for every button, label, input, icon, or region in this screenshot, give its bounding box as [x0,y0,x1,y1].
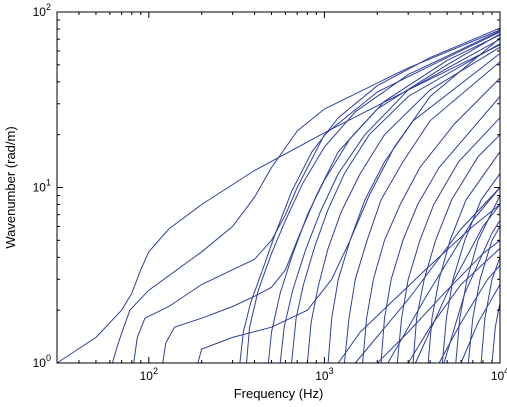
dispersion-curve-28 [460,284,501,364]
y-tick-label: 101 [33,178,51,195]
dispersion-curves [56,27,501,364]
dispersion-curve-2 [111,29,501,364]
dispersion-curve-15 [380,96,501,364]
dispersion-curve-8 [267,34,501,364]
dispersion-curve-7 [246,30,501,364]
dispersion-curve-6 [239,27,501,364]
y-tick-label: 100 [33,353,51,370]
dispersion-curve-22 [480,257,501,364]
dispersion-curve-30 [387,187,501,364]
x-tick-label: 104 [491,366,507,383]
dispersion-curve-24 [337,204,501,364]
dispersion-curve-16 [396,117,501,364]
dispersion-curve-9 [279,38,501,364]
dispersion-curve-21 [467,226,501,364]
dispersion-curve-17 [412,134,501,364]
dispersion-curve-26 [407,248,501,364]
dispersion-curve-14 [362,77,501,364]
dispersion-curve-23 [491,302,501,364]
dispersion-curve-10 [291,43,501,364]
dispersion-curve-20 [455,195,501,364]
x-tick-label: 102 [140,366,158,383]
dispersion-curve-4 [162,33,501,364]
dispersion-curve-29 [354,187,501,364]
y-axis-label: Wavenumber (rad/m) [3,126,18,248]
axes: 102 103 104 100 101 102 [33,2,507,383]
dispersion-curve-1 [56,44,501,364]
dispersion-curve-12 [327,53,501,364]
dispersion-curve-19 [441,173,501,364]
dispersion-curve-25 [376,239,501,364]
dispersion-curve-5 [197,37,501,364]
dispersion-curve-11 [306,46,501,364]
x-tick-label: 103 [315,366,333,383]
x-axis-label: Frequency (Hz) [234,386,324,401]
y-tick-label: 102 [33,2,51,19]
dispersion-curve-31 [415,204,501,364]
dispersion-curve-32 [443,220,501,364]
dispersion-curve-3 [133,31,501,364]
dispersion-curve-13 [343,61,501,364]
